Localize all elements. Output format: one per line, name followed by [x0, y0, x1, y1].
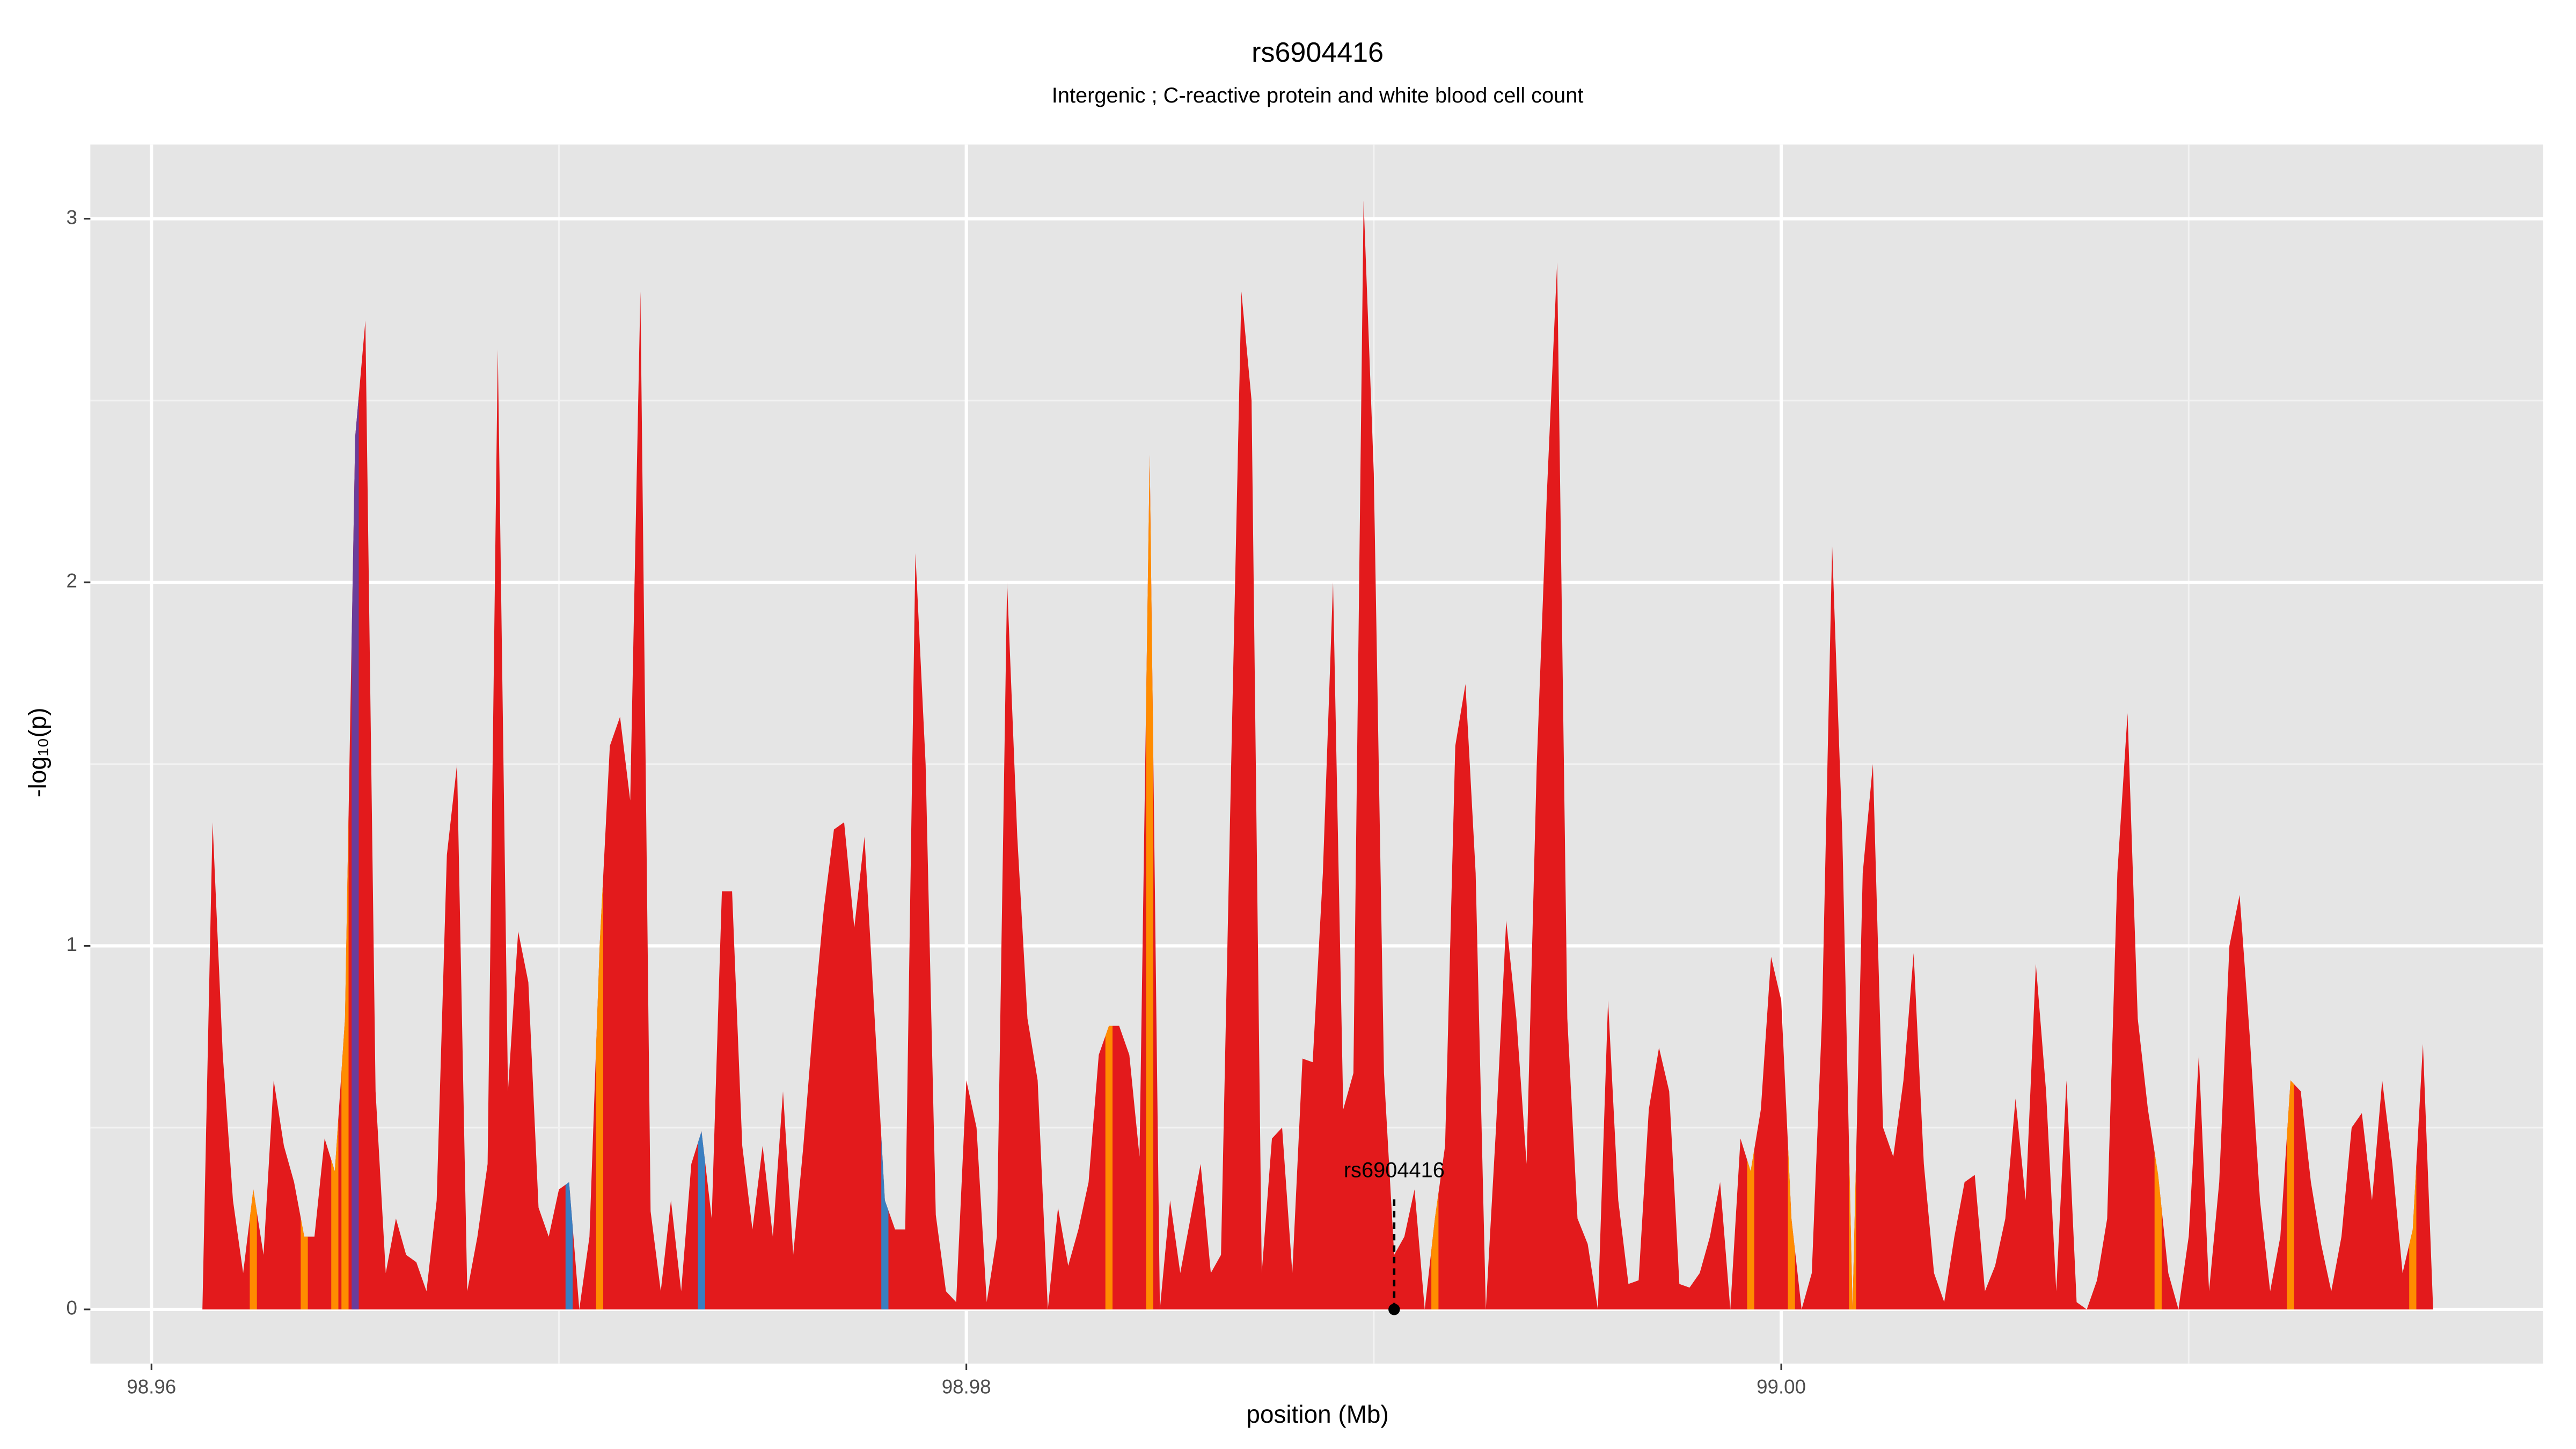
highlight-strip — [1146, 455, 1153, 1309]
chart-title: rs6904416 — [1252, 37, 1384, 68]
x-axis-label: position (Mb) — [1246, 1400, 1388, 1428]
y-tick-label: 3 — [66, 206, 77, 228]
highlight-strip — [250, 1189, 257, 1309]
highlight-strip — [596, 876, 604, 1309]
highlight-strip — [352, 396, 359, 1309]
highlight-strip — [1747, 1150, 1754, 1309]
y-tick-label: 1 — [66, 933, 77, 955]
chart-subtitle: Intergenic ; C-reactive protein and whit… — [1052, 84, 1584, 107]
highlight-strip — [341, 815, 349, 1309]
x-tick-label: 98.96 — [127, 1375, 176, 1397]
highlight-strip — [881, 1137, 889, 1309]
annotation-point — [1388, 1304, 1400, 1315]
highlight-strip — [1105, 1026, 1113, 1309]
highlight-strip — [2287, 1080, 2294, 1309]
highlight-strip — [565, 1182, 573, 1309]
mark-layer — [202, 200, 2433, 1315]
highlight-strip — [1849, 1144, 1856, 1309]
x-tick-label: 98.98 — [942, 1375, 991, 1397]
highlight-strip — [1788, 1142, 1795, 1309]
y-tick-label: 0 — [66, 1297, 77, 1319]
area — [202, 200, 2433, 1309]
highlight-strip — [301, 1217, 308, 1309]
highlight-strip — [1431, 1193, 1439, 1309]
y-axis-label: -log₁₀(p) — [24, 707, 52, 797]
highlight-strip — [2409, 1164, 2417, 1309]
x-tick-label: 99.00 — [1757, 1375, 1806, 1397]
highlight-strip — [2154, 1152, 2162, 1309]
highlight-strip — [698, 1131, 705, 1309]
annotation-label: rs6904416 — [1344, 1158, 1445, 1182]
y-tick-label: 2 — [66, 570, 77, 592]
highlight-strip — [331, 1117, 339, 1309]
label-layer: rs6904416 Intergenic ; C-reactive protei… — [24, 37, 1806, 1428]
